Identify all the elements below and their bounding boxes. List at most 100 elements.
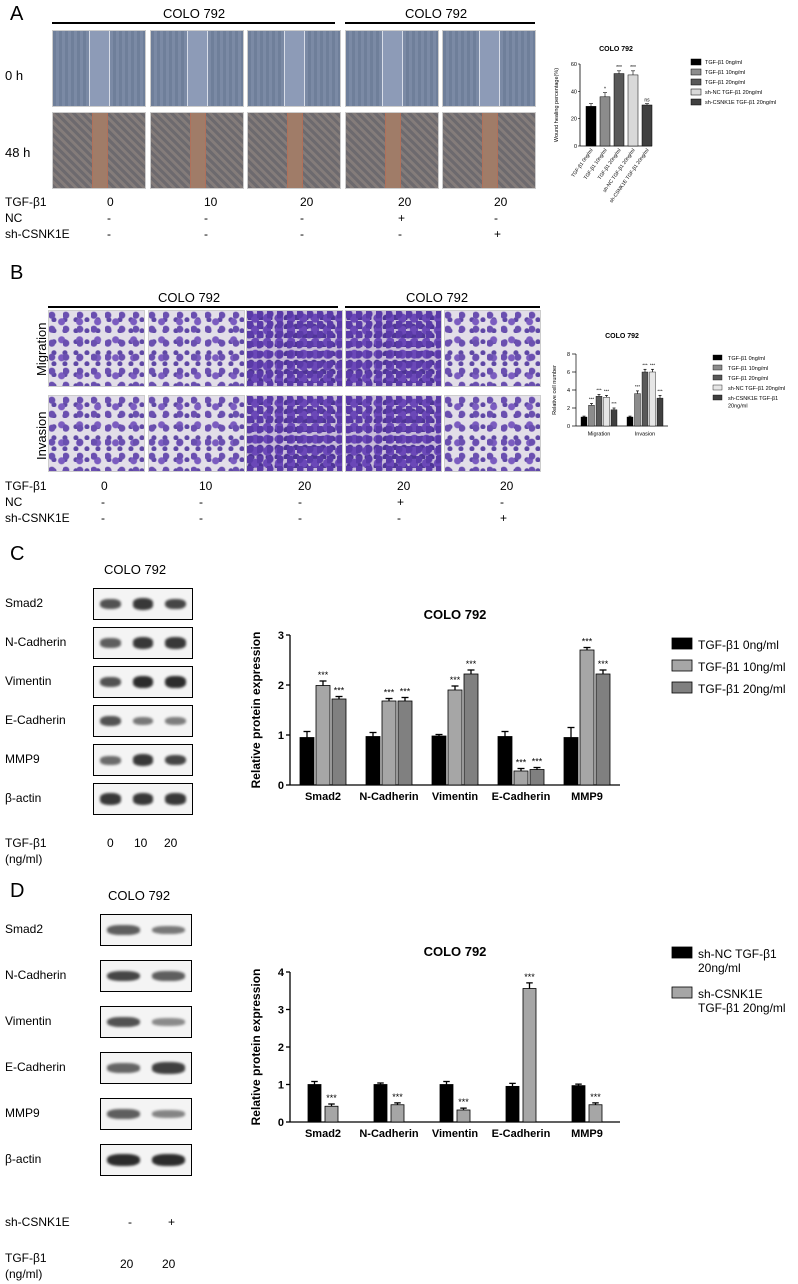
legend-swatch	[690, 98, 702, 106]
protein-band	[165, 637, 186, 649]
x-tick-label: N-Cadherin	[359, 1128, 419, 1140]
protein-band	[100, 676, 121, 688]
bar	[599, 96, 611, 147]
wound-gap	[187, 31, 208, 106]
treatment-value: -	[199, 511, 203, 525]
legend-label: TGF-β1 20ng/ml	[705, 80, 745, 86]
dose-value: 20	[162, 1257, 176, 1271]
panel-d-dose-unit: (ng/ml)	[5, 1267, 43, 1281]
dose-value: 20	[120, 1257, 134, 1271]
y-axis-label: Wound healing percentage(%)	[554, 68, 560, 142]
blot-strip	[100, 914, 192, 946]
blot-strip	[100, 1006, 192, 1038]
legend-label: sh-NC TGF-β1 20ng/ml	[728, 386, 785, 392]
bar	[588, 405, 595, 427]
treatment-row-label: sh-CSNK1E	[5, 227, 70, 241]
legend-swatch	[671, 986, 693, 999]
y-tick-label: 8	[567, 352, 570, 358]
significance-label: ***	[642, 362, 648, 367]
blot-label: β-actin	[5, 1152, 42, 1166]
legend-label: sh-CSNK1E TGF-β1 20ng/ml	[698, 987, 786, 1015]
treatment-value: 20	[500, 479, 514, 493]
chart-d-protein-expression: COLO 792 Relative protein expression 0 1 2 3 4…	[249, 944, 786, 1140]
bar	[595, 673, 611, 786]
treatment-value: -	[300, 227, 304, 241]
panel-letter-c: C	[10, 543, 25, 565]
blot-strip	[93, 627, 193, 659]
wound-gap	[92, 113, 108, 188]
panel-c-blot-title: COLO 792	[104, 562, 167, 577]
bar	[626, 416, 634, 427]
treatment-value: +	[494, 227, 502, 241]
significance-label: *	[604, 87, 606, 93]
wound-image-0h	[345, 30, 439, 107]
y-axis-label: Relative cell number	[552, 365, 558, 415]
treatment-value: 0	[101, 479, 108, 493]
protein-band	[165, 716, 186, 726]
panel-c-dose-label: TGF-β1	[5, 836, 47, 850]
y-tick-label: 4	[278, 967, 285, 979]
treatment-row-label: TGF-β1	[5, 195, 47, 209]
treatment-value: -	[397, 511, 401, 525]
chart-title: COLO 792	[424, 944, 487, 959]
legend-label: sh-CSNK1E TGF-β1 20ng/ml	[728, 396, 778, 410]
bar	[463, 673, 479, 786]
protein-band	[165, 793, 186, 805]
legend-label-line: 20ng/ml	[728, 404, 748, 410]
dose-value: 20	[164, 836, 178, 850]
treatment-row-label: sh-CSNK1E	[5, 511, 70, 525]
treatment-value: -	[107, 227, 111, 241]
dose-value: 10	[134, 836, 148, 850]
bar	[513, 770, 529, 786]
wound-image-48h	[150, 112, 244, 189]
treatment-value: +	[397, 495, 405, 509]
treatment-value: -	[204, 211, 208, 225]
legend-swatch	[671, 681, 693, 694]
panel-b-row-label-invasion: Invasion	[34, 411, 49, 460]
migration-image	[148, 310, 245, 387]
protein-band	[100, 638, 121, 648]
legend-label: TGF-β1 20ng/ml	[698, 682, 786, 696]
treatment-value: -	[101, 495, 105, 509]
significance-label: ***	[450, 675, 461, 685]
significance-label: ***	[598, 659, 609, 669]
significance-label: ***	[466, 659, 477, 669]
wound-image-0h	[247, 30, 341, 107]
treatment-value: -	[101, 511, 105, 525]
legend-label-line: sh-NC TGF-β1	[698, 947, 777, 961]
panel-b-group-label-2: COLO 792	[406, 290, 469, 305]
bar	[588, 1104, 603, 1123]
legend-label-line: sh-CSNK1E	[698, 987, 763, 1001]
blot-label: N-Cadherin	[5, 968, 67, 982]
treatment-value: 20	[494, 195, 508, 209]
protein-band	[132, 754, 154, 766]
legend-swatch	[712, 384, 723, 391]
legend-label-line: 20ng/ml	[698, 961, 741, 975]
protein-band	[107, 1063, 140, 1073]
significance-label: ***	[616, 65, 622, 71]
protein-band	[107, 1016, 140, 1028]
dose-value: 0	[107, 836, 114, 850]
panel-a-group-label-2: COLO 792	[405, 6, 468, 21]
significance-label: ***	[604, 388, 610, 393]
chart-a-wound-healing: COLO 792 Wound healing percentage(%) 0 20 40…	[554, 46, 776, 204]
protein-band	[100, 755, 121, 765]
wound-image-48h	[247, 112, 341, 189]
protein-band	[152, 1154, 185, 1166]
protein-band	[152, 1018, 185, 1026]
panel-d-sh-label: sh-CSNK1E	[5, 1215, 70, 1229]
bar	[324, 1105, 339, 1123]
protein-band	[107, 1109, 140, 1119]
legend-swatch	[712, 364, 723, 371]
x-tick-label: Migration	[588, 432, 611, 438]
protein-band	[107, 925, 140, 935]
legend-swatch	[712, 374, 723, 381]
x-tick-label: E-Cadherin	[492, 791, 551, 803]
significance-label: ***	[516, 758, 527, 768]
bar	[571, 1085, 586, 1123]
wound-gap	[284, 31, 305, 106]
blot-strip	[100, 960, 192, 992]
y-tick-label: 2	[278, 1042, 284, 1054]
legend-label-line: sh-CSNK1E TGF-β1	[728, 396, 778, 402]
sh-value: +	[168, 1215, 176, 1229]
